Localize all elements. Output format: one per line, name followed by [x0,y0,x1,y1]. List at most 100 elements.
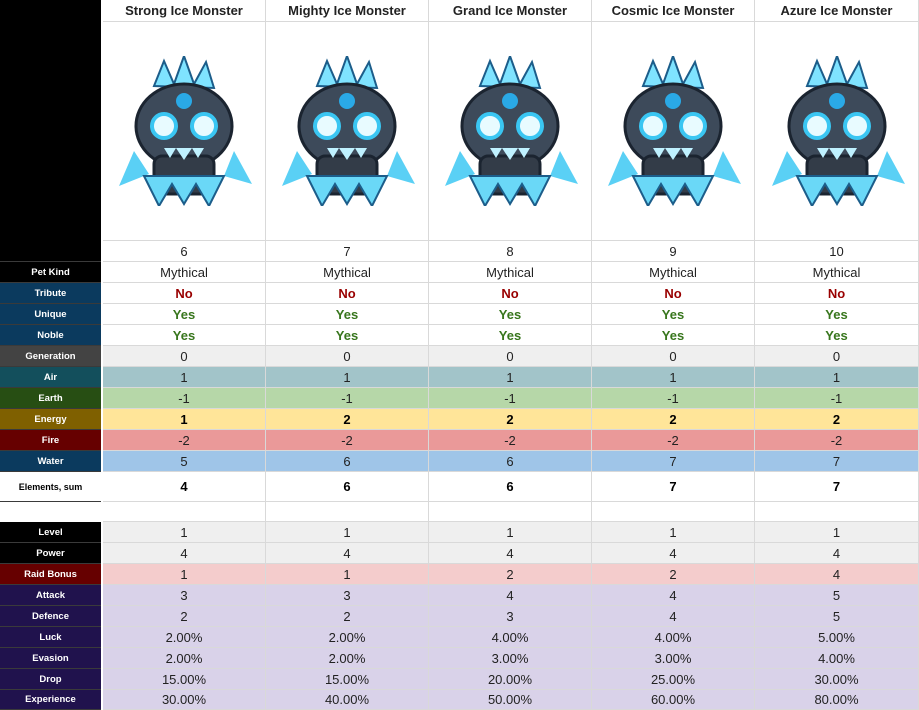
row-label: Defence [0,606,101,627]
value-cell: 4 [592,606,755,627]
value-cell: 4.00% [755,648,919,669]
value-cell: Mythical [266,262,429,283]
value-cell: 4 [592,543,755,564]
value-cell: 2.00% [103,648,266,669]
value-cell: 5 [755,585,919,606]
value-cell: 1 [755,367,919,388]
value-cell: 0 [592,346,755,367]
value-cell: 30.00% [103,690,266,710]
value-cell: No [755,283,919,304]
row-label: Luck [0,627,101,648]
value-cell: 15.00% [266,669,429,690]
value-cell: No [266,283,429,304]
row-label: Drop [0,669,101,690]
spacer-cell [103,502,266,522]
value-cell: 2 [429,564,592,585]
value-cell: 4 [755,543,919,564]
monster-sprite [603,56,743,206]
value-cell: 30.00% [755,669,919,690]
row-label: Air [0,367,101,388]
value-cell: 2 [592,409,755,430]
column-header: Mighty Ice Monster [266,0,429,22]
monster-image [592,22,755,241]
value-cell: Mythical [755,262,919,283]
row-label: Unique [0,304,101,325]
monster-sprite [114,56,254,206]
spacer-label [0,502,101,522]
monster-sprite [440,56,580,206]
value-cell: 7 [592,451,755,472]
value-cell: 1 [103,409,266,430]
value-cell: -2 [429,430,592,451]
value-cell: 2.00% [266,648,429,669]
value-cell: 5 [103,451,266,472]
value-cell: 1 [103,564,266,585]
monster-image [103,22,266,241]
value-cell: -2 [103,430,266,451]
value-cell: Mythical [429,262,592,283]
value-cell: 4 [592,585,755,606]
value-cell: 20.00% [429,669,592,690]
value-cell: 15.00% [103,669,266,690]
value-cell: 3 [429,606,592,627]
value-cell: Mythical [592,262,755,283]
value-cell: 80.00% [755,690,919,710]
value-cell: Yes [755,304,919,325]
value-cell: -1 [103,388,266,409]
value-cell: 25.00% [592,669,755,690]
value-cell: 60.00% [592,690,755,710]
value-cell: 4 [429,585,592,606]
value-cell: 8 [429,241,592,262]
value-cell: Yes [103,325,266,346]
value-cell: 4 [103,543,266,564]
monster-image [266,22,429,241]
value-cell: 3 [103,585,266,606]
value-cell: 3 [266,585,429,606]
value-cell: 5.00% [755,627,919,648]
spacer-cell [266,502,429,522]
value-cell: 6 [429,451,592,472]
value-cell: 0 [755,346,919,367]
monster-sprite [277,56,417,206]
monster-sprite [767,56,907,206]
column-header: Strong Ice Monster [103,0,266,22]
value-cell: 7 [755,451,919,472]
row-label: Noble [0,325,101,346]
value-cell: 6 [103,241,266,262]
value-cell: 1 [266,367,429,388]
value-cell: 2 [592,564,755,585]
value-cell: No [592,283,755,304]
value-cell: 1 [755,522,919,543]
value-cell: 0 [429,346,592,367]
value-cell: -1 [592,388,755,409]
value-cell: 1 [103,522,266,543]
value-cell: -1 [266,388,429,409]
value-cell: 0 [266,346,429,367]
value-cell: 4 [266,543,429,564]
value-cell: 2 [429,409,592,430]
value-cell: 6 [266,472,429,502]
row-label: Attack [0,585,101,606]
column-header: Azure Ice Monster [755,0,919,22]
value-cell: Yes [592,325,755,346]
value-cell: Yes [755,325,919,346]
value-cell: 4 [103,472,266,502]
value-cell: 3.00% [592,648,755,669]
value-cell: 1 [429,522,592,543]
corner [0,0,101,241]
value-cell: 3.00% [429,648,592,669]
value-cell: 4 [755,564,919,585]
value-cell: 7 [592,472,755,502]
value-cell: 1 [592,367,755,388]
value-cell: 7 [755,472,919,502]
row-label: Generation [0,346,101,367]
value-cell: 7 [266,241,429,262]
value-cell: Yes [103,304,266,325]
value-cell: 4 [429,543,592,564]
column-header: Grand Ice Monster [429,0,592,22]
spacer-cell [755,502,919,522]
value-cell: 1 [429,367,592,388]
value-cell: 6 [429,472,592,502]
value-cell: Yes [592,304,755,325]
value-cell: Yes [429,325,592,346]
